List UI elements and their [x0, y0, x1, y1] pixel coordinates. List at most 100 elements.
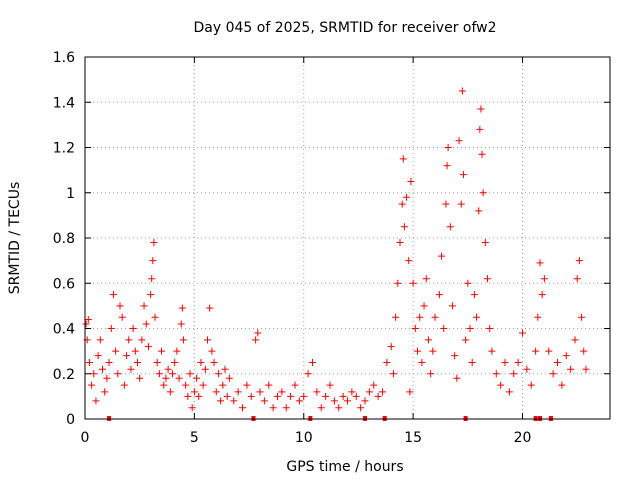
data-point	[335, 404, 343, 412]
data-point	[96, 336, 104, 344]
data-point	[120, 381, 128, 389]
data-point	[123, 352, 131, 360]
data-point	[562, 352, 570, 360]
data-point	[84, 315, 92, 323]
data-point	[326, 381, 334, 389]
data-point	[514, 358, 522, 366]
data-points	[82, 87, 590, 421]
data-point	[536, 259, 544, 267]
data-point	[476, 125, 484, 133]
data-point	[136, 374, 144, 382]
data-point	[444, 144, 452, 151]
data-point	[519, 329, 526, 337]
y-tick-label: 0.2	[53, 367, 75, 383]
data-point	[429, 347, 437, 355]
data-point	[435, 291, 443, 299]
y-tick-label: 0.6	[53, 276, 75, 292]
data-point	[82, 320, 90, 328]
data-point	[230, 397, 238, 405]
data-point	[221, 365, 229, 373]
data-point	[365, 388, 373, 396]
data-point	[206, 304, 214, 312]
data-point	[462, 336, 470, 344]
data-point	[274, 392, 281, 400]
data-point	[527, 381, 535, 389]
y-tick-label: 1.2	[53, 141, 75, 157]
data-point	[304, 370, 312, 378]
data-point	[90, 370, 98, 378]
data-point	[239, 404, 246, 412]
data-point	[442, 200, 450, 208]
data-point	[173, 347, 181, 355]
data-point	[443, 162, 451, 170]
data-point	[103, 374, 111, 382]
data-point	[254, 329, 262, 337]
data-point	[457, 200, 465, 208]
data-point	[269, 404, 277, 412]
x-tick-label: 5	[190, 430, 199, 446]
x-tick-label: 0	[81, 430, 90, 446]
data-point	[580, 347, 588, 355]
data-point	[125, 336, 133, 344]
data-point	[505, 388, 513, 396]
data-point	[166, 388, 174, 396]
data-point	[453, 374, 461, 382]
data-point	[348, 388, 356, 396]
data-point	[414, 347, 421, 355]
data-point	[256, 388, 264, 396]
data-point	[538, 291, 546, 299]
data-point	[131, 347, 139, 355]
data-point	[109, 291, 117, 299]
data-point	[398, 200, 406, 208]
data-point	[105, 358, 113, 366]
data-point	[339, 392, 347, 400]
data-point	[451, 352, 459, 360]
data-point	[554, 358, 561, 366]
y-tick-label: 0	[66, 412, 75, 428]
y-axis-label: SRMTID / TECUs	[7, 182, 23, 295]
data-point	[573, 275, 581, 283]
data-point	[252, 336, 260, 344]
data-point	[374, 392, 382, 400]
data-point	[470, 291, 478, 299]
data-point	[212, 388, 220, 396]
data-point	[88, 381, 96, 389]
data-point	[406, 388, 414, 396]
data-point	[204, 336, 211, 344]
data-point	[571, 336, 579, 344]
chart-title: Day 045 of 2025, SRMTID for receiver ofw…	[193, 20, 496, 36]
data-point	[223, 392, 231, 400]
data-point	[409, 279, 417, 287]
data-point	[219, 381, 227, 389]
y-tick-label: 0.8	[53, 231, 75, 247]
data-point	[431, 313, 439, 321]
data-point	[155, 370, 163, 378]
data-point	[153, 358, 161, 366]
data-point	[440, 325, 448, 332]
data-point	[492, 370, 500, 378]
data-point	[446, 223, 454, 231]
data-point	[182, 381, 190, 389]
data-point	[458, 87, 466, 95]
data-point	[455, 137, 463, 145]
data-point	[247, 392, 255, 400]
data-point	[160, 381, 168, 389]
data-point	[578, 313, 586, 321]
data-point	[403, 193, 411, 201]
data-point	[534, 313, 542, 321]
data-point	[140, 302, 148, 310]
data-point	[387, 343, 395, 351]
data-point	[389, 370, 397, 378]
data-point	[188, 404, 196, 412]
data-point	[278, 388, 286, 396]
data-point	[510, 370, 518, 378]
x-tick-label: 20	[514, 430, 532, 446]
data-point	[484, 275, 491, 283]
data-point	[197, 358, 205, 366]
data-point	[418, 358, 426, 366]
data-point	[201, 365, 209, 373]
data-point	[466, 325, 474, 332]
x-tick-label: 15	[404, 430, 422, 446]
data-point	[134, 358, 141, 366]
